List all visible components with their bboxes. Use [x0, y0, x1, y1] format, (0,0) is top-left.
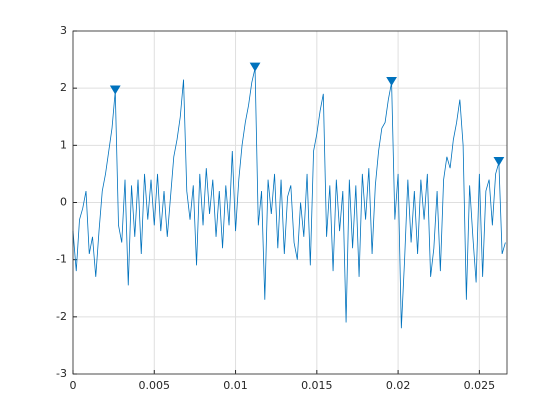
y-tick-label: -3: [56, 367, 67, 380]
x-tick-label: 0.015: [301, 379, 333, 392]
y-tick-label: 0: [60, 196, 67, 209]
peak-marker: [249, 62, 261, 72]
x-tick-label: 0: [70, 379, 77, 392]
peak-marker: [386, 76, 397, 86]
y-tick-label: -2: [56, 310, 67, 323]
y-tick-label: 3: [60, 24, 67, 37]
axes-box: [72, 30, 508, 375]
x-tick-label: 0.02: [386, 379, 411, 392]
signal-line: [72, 68, 506, 329]
x-tick-label: 0.025: [464, 379, 496, 392]
y-tick-label: -1: [56, 253, 67, 266]
peak-marker: [109, 85, 121, 95]
x-tick-label: 0.005: [139, 379, 171, 392]
x-tick-label: 0.01: [223, 379, 248, 392]
y-tick-label: 2: [60, 81, 67, 94]
y-tick-label: 1: [60, 138, 67, 151]
peak-marker: [493, 156, 505, 166]
